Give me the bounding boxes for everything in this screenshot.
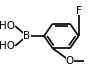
FancyBboxPatch shape (23, 32, 31, 40)
FancyBboxPatch shape (75, 7, 83, 15)
FancyBboxPatch shape (66, 57, 74, 65)
Text: HO: HO (0, 41, 15, 51)
Text: O: O (66, 56, 74, 66)
Text: B: B (23, 31, 30, 41)
Text: HO: HO (0, 21, 15, 31)
Text: F: F (76, 6, 82, 16)
